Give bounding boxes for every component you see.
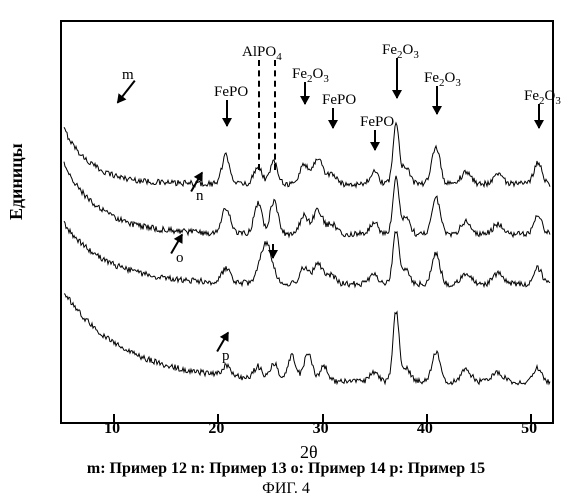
- peak-label: Fe2O3: [382, 42, 419, 61]
- down-arrow-icon: [374, 130, 376, 150]
- caption-samples: m: Пример 12 n: Пример 13 o: Пример 14 p…: [0, 460, 572, 478]
- down-arrow-icon: [332, 108, 334, 128]
- dashed-guideline: [258, 60, 260, 170]
- caption-fignum: ФИГ. 4: [0, 480, 572, 498]
- peak-label: Fe2O3: [524, 88, 561, 107]
- xrd-figure: Единицы mFePOAlPO4Fe2O3FePOFe2O3FePOFe2O…: [0, 0, 572, 500]
- trace-p: [64, 294, 550, 385]
- down-arrow-icon: [396, 58, 398, 98]
- peak-label: FePO: [214, 84, 248, 101]
- x-tick: 50: [521, 420, 537, 438]
- down-arrow-icon: [226, 100, 228, 126]
- plot-area: mFePOAlPO4Fe2O3FePOFe2O3FePOFe2O3Fe2O3no…: [60, 20, 554, 424]
- y-axis-label: Единицы: [6, 143, 27, 220]
- trace-label: p: [222, 348, 230, 365]
- peak-label: Fe2O3: [292, 66, 329, 85]
- trace-label: n: [196, 188, 204, 205]
- down-arrow-icon: [272, 244, 274, 258]
- x-tick: 20: [208, 420, 224, 438]
- down-arrow-icon: [304, 82, 306, 104]
- trace-n: [64, 162, 550, 237]
- x-tick: 40: [417, 420, 433, 438]
- trace-label: o: [176, 250, 184, 267]
- x-tick: 10: [104, 420, 120, 438]
- trace-m: [64, 123, 550, 187]
- peak-label: FePO: [360, 114, 394, 131]
- x-tick: 30: [313, 420, 329, 438]
- down-arrow-icon: [436, 86, 438, 114]
- dashed-guideline: [274, 60, 276, 170]
- down-arrow-icon: [538, 104, 540, 128]
- peak-label: Fe2O3: [424, 70, 461, 89]
- peak-label: FePO: [322, 92, 356, 109]
